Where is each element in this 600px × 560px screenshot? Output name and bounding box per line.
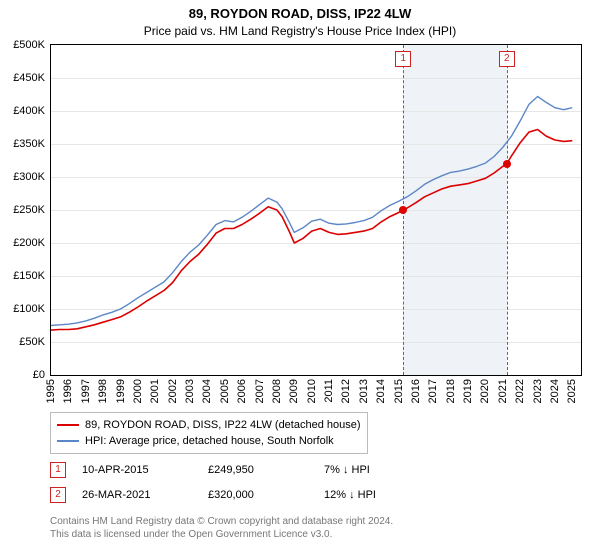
x-tick-label: 2011 [323,379,335,403]
sale-price: £249,950 [208,464,308,476]
y-tick-label: £150K [13,270,51,282]
y-tick-label: £100K [13,303,51,315]
legend-item: 89, ROYDON ROAD, DISS, IP22 4LW (detache… [57,417,361,433]
x-tick-label: 2015 [393,379,405,403]
x-tick-label: 2022 [514,379,526,403]
sale-marker: 2 [50,487,66,503]
footer-line: Contains HM Land Registry data © Crown c… [50,516,393,529]
x-tick-label: 2025 [566,379,578,403]
line-chart: £0£50K£100K£150K£200K£250K£300K£350K£400… [50,44,582,376]
x-tick-label: 2000 [132,379,144,403]
sale-diff: 7% ↓ HPI [324,464,424,476]
sale-date: 10-APR-2015 [82,464,192,476]
x-tick-label: 2023 [532,379,544,403]
sale-diff: 12% ↓ HPI [324,489,424,501]
x-tick-label: 1995 [45,379,57,403]
y-tick-label: £250K [13,204,51,216]
x-tick-label: 2010 [306,379,318,403]
legend-label: HPI: Average price, detached house, Sout… [85,433,334,449]
x-tick-label: 1997 [80,379,92,403]
x-tick-label: 2016 [410,379,422,403]
x-tick-label: 2005 [219,379,231,403]
y-tick-label: £400K [13,105,51,117]
legend-item: HPI: Average price, detached house, Sout… [57,433,361,449]
legend-swatch [57,440,79,442]
x-tick-label: 2013 [358,379,370,403]
x-tick-label: 2003 [184,379,196,403]
x-tick-label: 2019 [462,379,474,403]
x-tick-label: 2001 [149,379,161,403]
y-tick-label: £450K [13,72,51,84]
x-tick-label: 2004 [201,379,213,403]
page-subtitle: Price paid vs. HM Land Registry's House … [0,22,600,42]
y-tick-label: £500K [13,39,51,51]
x-tick-label: 2009 [288,379,300,403]
legend-label: 89, ROYDON ROAD, DISS, IP22 4LW (detache… [85,417,361,433]
sale-row: 2 26-MAR-2021 £320,000 12% ↓ HPI [0,487,600,503]
x-tick-label: 2006 [236,379,248,403]
x-tick-label: 2012 [340,379,352,403]
x-tick-label: 2018 [445,379,457,403]
page-title: 89, ROYDON ROAD, DISS, IP22 4LW [0,0,600,22]
legend: 89, ROYDON ROAD, DISS, IP22 4LW (detache… [50,412,368,454]
x-tick-label: 2014 [375,379,387,403]
x-tick-label: 2024 [549,379,561,403]
x-tick-label: 2021 [497,379,509,403]
x-tick-label: 1999 [115,379,127,403]
x-tick-label: 2007 [254,379,266,403]
series-line [51,130,572,331]
x-tick-label: 2020 [479,379,491,403]
series-line [51,97,572,326]
sale-date: 26-MAR-2021 [82,489,192,501]
y-tick-label: £350K [13,138,51,150]
event-dot [399,206,407,214]
x-tick-label: 2002 [167,379,179,403]
footer-line: This data is licensed under the Open Gov… [50,529,393,542]
x-tick-label: 1998 [97,379,109,403]
legend-swatch [57,424,79,426]
sale-price: £320,000 [208,489,308,501]
footer-attribution: Contains HM Land Registry data © Crown c… [50,516,393,541]
x-tick-label: 1996 [62,379,74,403]
y-tick-label: £200K [13,237,51,249]
x-tick-label: 2017 [427,379,439,403]
sale-marker: 1 [50,462,66,478]
event-dot [503,160,511,168]
x-tick-label: 2008 [271,379,283,403]
sale-row: 1 10-APR-2015 £249,950 7% ↓ HPI [0,462,600,478]
y-tick-label: £300K [13,171,51,183]
y-tick-label: £50K [19,336,51,348]
